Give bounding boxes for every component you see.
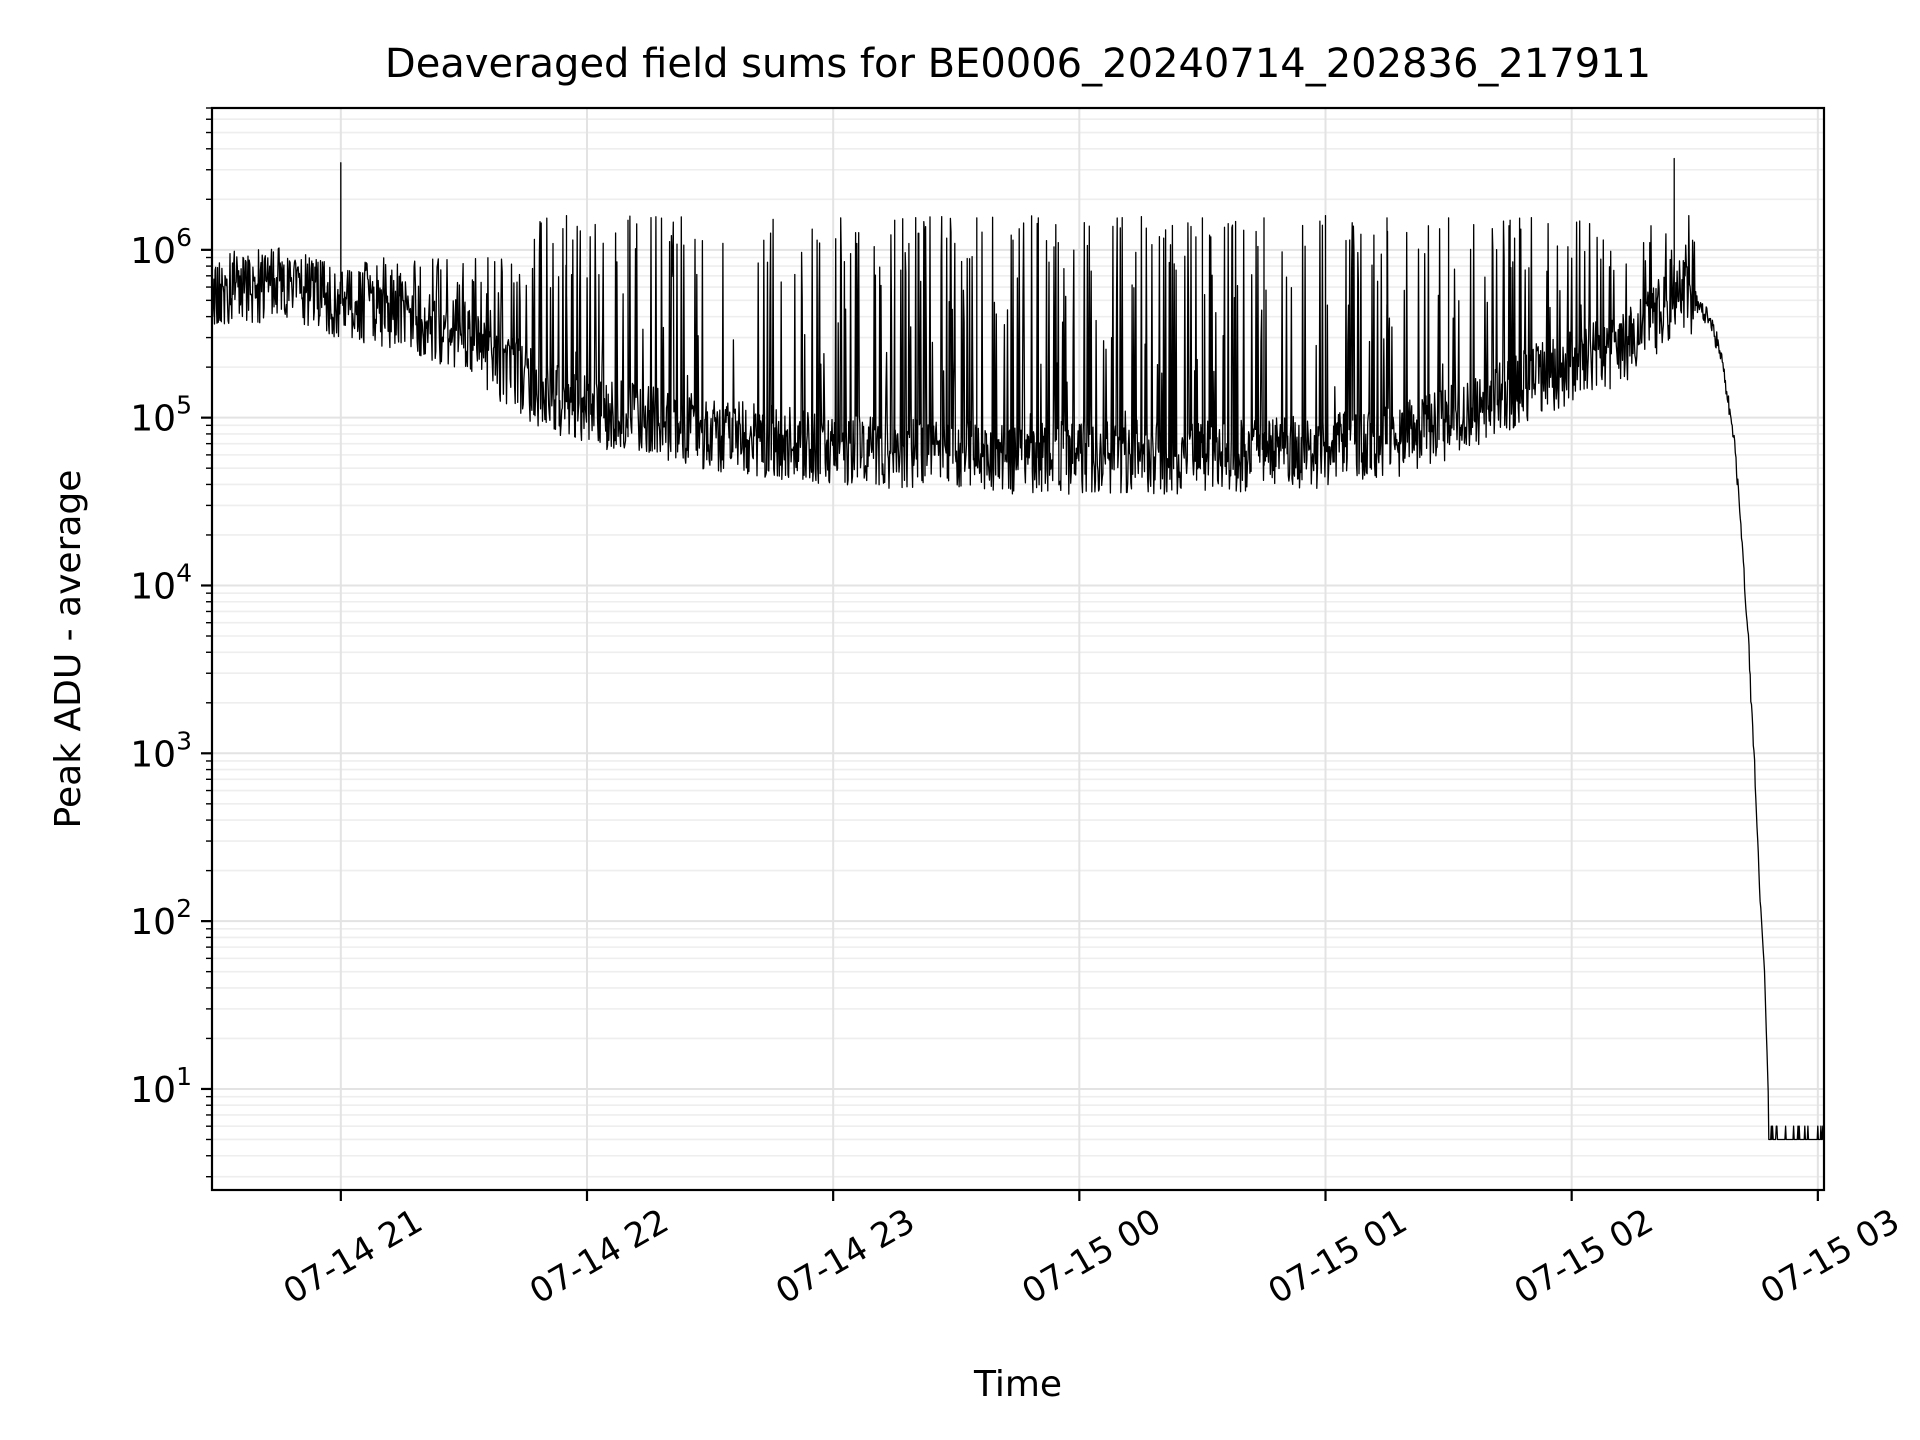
y-tick-label: 104 bbox=[130, 558, 192, 607]
y-tick-label-exponent: 2 bbox=[176, 894, 192, 923]
y-tick-label-base: 10 bbox=[130, 1070, 176, 1111]
series-line bbox=[211, 157, 1825, 1141]
y-tick-label-base: 10 bbox=[130, 734, 176, 775]
plot-area bbox=[211, 157, 1825, 1141]
y-tick-label: 105 bbox=[130, 391, 192, 440]
y-tick-label: 106 bbox=[130, 223, 192, 272]
y-tick-label: 103 bbox=[130, 726, 192, 775]
y-axis-label: Peak ADU - average bbox=[48, 470, 89, 829]
y-tick-label-base: 10 bbox=[130, 399, 176, 440]
y-tick-label-exponent: 3 bbox=[176, 726, 192, 755]
axes-frame bbox=[210, 106, 1826, 1192]
y-tick-label-exponent: 4 bbox=[176, 558, 192, 587]
y-tick-label: 102 bbox=[130, 894, 192, 943]
y-tick-label-exponent: 1 bbox=[176, 1062, 192, 1091]
y-tick-label-exponent: 6 bbox=[176, 223, 192, 252]
y-tick-label-exponent: 5 bbox=[176, 391, 192, 420]
y-tick-label: 101 bbox=[130, 1062, 192, 1111]
grid-minor-lines bbox=[212, 107, 1824, 1178]
y-tick-label-base: 10 bbox=[130, 231, 176, 272]
chart-title: Deaveraged field sums for BE0006_2024071… bbox=[385, 41, 1651, 87]
x-axis-label: Time bbox=[973, 1364, 1062, 1405]
y-tick-label-base: 10 bbox=[130, 566, 176, 607]
y-tick-label-base: 10 bbox=[130, 902, 176, 943]
